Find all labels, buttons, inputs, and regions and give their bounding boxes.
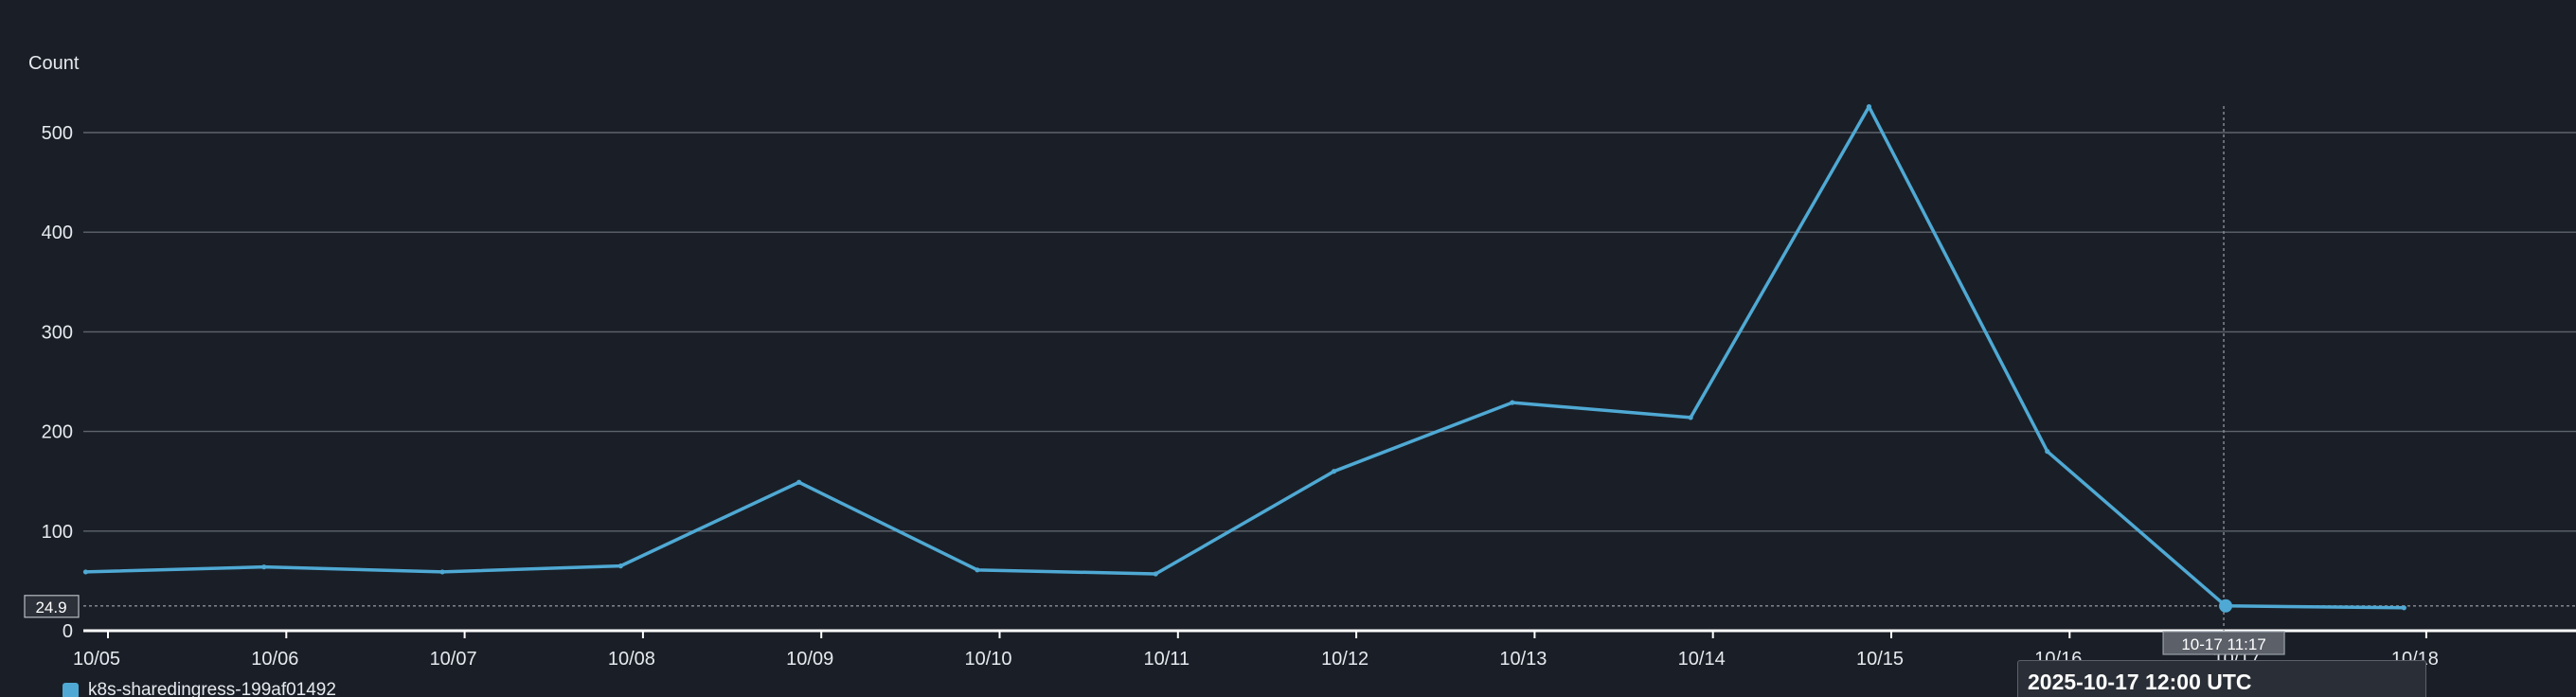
- series-layer: [82, 104, 2406, 613]
- data-point[interactable]: [1331, 469, 1337, 474]
- data-point[interactable]: [82, 569, 89, 575]
- crosshair-x-badge: [2162, 631, 2285, 655]
- y-tick-label: 100: [42, 522, 73, 543]
- y-axis-title: Count: [28, 53, 80, 74]
- y-tick-label: 0: [63, 621, 73, 642]
- legend-label: k8s-sharedingress-199af01492: [88, 680, 336, 697]
- tooltip-title: 2025-10-17 12:00 UTC: [2028, 670, 2252, 694]
- x-tick-label: 10/08: [608, 649, 655, 670]
- data-point[interactable]: [1866, 104, 1872, 110]
- data-point[interactable]: [617, 563, 623, 569]
- crosshair-x-value: 10-17 11:17: [2181, 635, 2265, 653]
- data-point[interactable]: [1688, 415, 1693, 420]
- y-tick-label: 200: [42, 422, 73, 443]
- x-tick-label: 10/07: [430, 649, 477, 670]
- y-axis-ticks: 0 100 200 300 400 500: [42, 123, 73, 642]
- x-tick-label: 10/05: [73, 649, 120, 670]
- grid-lines: [83, 132, 2576, 633]
- x-tick-label: 10/15: [1856, 649, 1904, 670]
- data-point[interactable]: [2401, 605, 2406, 611]
- crosshair-y-badge: [24, 595, 80, 618]
- y-tick-label: 400: [42, 223, 73, 243]
- data-point[interactable]: [1510, 400, 1515, 405]
- crosshair: [83, 106, 2576, 631]
- x-tick-label: 10/06: [251, 649, 298, 670]
- x-tick-label: 10/10: [964, 649, 1011, 670]
- hover-tooltip: 2025-10-17 12:00 UTC: [2017, 660, 2426, 697]
- crosshair-y-value: 24.9: [35, 599, 66, 617]
- x-tick-label: 10/11: [1144, 649, 1190, 670]
- legend-swatch: [63, 682, 79, 697]
- hover-point: [2219, 599, 2233, 613]
- x-tick-label: 10/12: [1321, 649, 1368, 670]
- x-tick-label: 10/13: [1499, 649, 1547, 670]
- x-tick-label: 10/09: [786, 649, 833, 670]
- legend[interactable]: k8s-sharedingress-199af01492: [63, 680, 336, 697]
- data-point[interactable]: [439, 569, 445, 575]
- data-point[interactable]: [1153, 571, 1158, 577]
- crosshair-labels: 24.9 10-17 11:17: [24, 595, 2285, 655]
- series-line[interactable]: [85, 104, 2405, 610]
- data-point[interactable]: [261, 564, 267, 570]
- data-point[interactable]: [796, 479, 802, 485]
- y-tick-label: 500: [42, 123, 73, 144]
- x-tick-label: 10/14: [1678, 649, 1726, 670]
- data-point[interactable]: [2045, 449, 2050, 455]
- data-point[interactable]: [975, 567, 980, 573]
- y-tick-label: 300: [42, 322, 73, 343]
